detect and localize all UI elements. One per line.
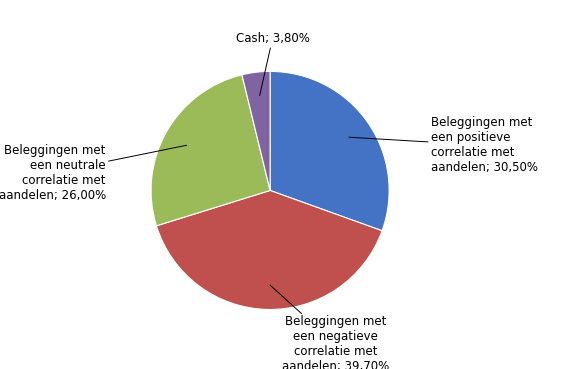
Text: Beleggingen met
een negatieve
correlatie met
aandelen; 39,70%: Beleggingen met een negatieve correlatie… [270,285,389,369]
Wedge shape [156,190,382,310]
Text: Beleggingen met
een positieve
correlatie met
aandelen; 30,50%: Beleggingen met een positieve correlatie… [349,116,538,174]
Wedge shape [270,72,389,231]
Wedge shape [242,72,270,190]
Wedge shape [151,75,270,226]
Text: Cash; 3,80%: Cash; 3,80% [236,32,310,96]
Text: Beleggingen met
een neutrale
correlatie met
aandelen; 26,00%: Beleggingen met een neutrale correlatie … [0,144,187,201]
